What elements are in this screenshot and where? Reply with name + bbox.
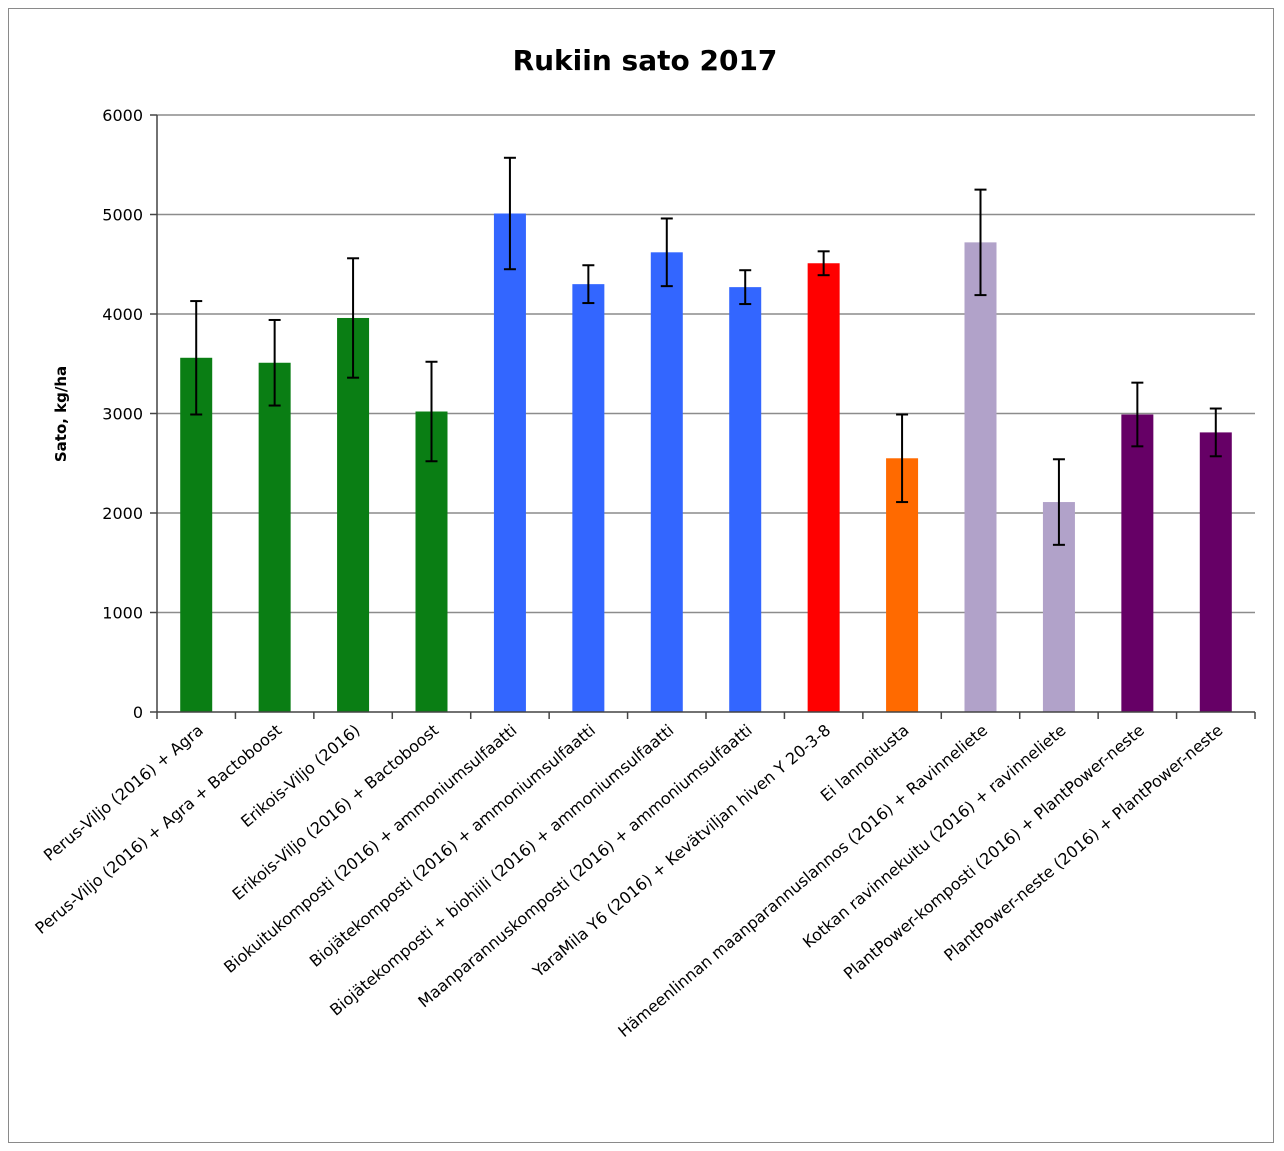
- bar: [337, 317, 370, 712]
- error-bar: [425, 360, 438, 463]
- bar: [964, 242, 997, 713]
- x-tick-label: Hämeenlinnan maanparannuslannos (2016) +…: [614, 721, 991, 1041]
- error-bar: [1209, 407, 1222, 458]
- bar: [572, 284, 605, 712]
- bar: [493, 213, 526, 712]
- y-tick-label: 4000: [102, 305, 143, 324]
- error-bar: [739, 269, 752, 306]
- y-tick-label: 6000: [102, 106, 143, 125]
- bar: [807, 263, 840, 712]
- error-bar: [1052, 458, 1065, 546]
- y-tick-labels: 0 1000 2000 3000 4000 5000 6000: [102, 106, 143, 722]
- error-bars: [190, 156, 1222, 546]
- error-bar: [817, 250, 830, 277]
- error-bar: [503, 156, 516, 271]
- x-tick-label: Biokuitukomposti (2016) + ammoniumsulfaa…: [220, 721, 520, 977]
- bar: [1121, 414, 1154, 712]
- y-tick-label: 1000: [102, 604, 143, 623]
- x-tick-label: YaraMila Y6 (2016) + Kevätviljan hiven Y…: [528, 721, 834, 982]
- x-tick-label: PlantPower-komposti (2016) + PlantPower-…: [840, 721, 1148, 984]
- bar: [180, 357, 213, 712]
- y-tick-label: 5000: [102, 206, 143, 225]
- bar: [729, 287, 762, 712]
- gridlines: [157, 114, 1255, 614]
- bar: [650, 252, 683, 712]
- error-bar: [582, 264, 595, 305]
- x-tick-label: PlantPower-neste (2016) + PlantPower-nes…: [940, 721, 1226, 965]
- y-tick-label: 3000: [102, 405, 143, 424]
- bar: [1199, 432, 1232, 712]
- error-bar: [347, 257, 360, 379]
- y-tick-label: 0: [133, 703, 143, 722]
- y-axis-label: Sato, kg/ha: [52, 366, 70, 462]
- chart-title: Rukiin sato 2017: [513, 44, 778, 77]
- error-bar: [896, 413, 909, 504]
- x-tick-label: Biojätekomposti (2016) + ammoniumsulfaat…: [306, 721, 599, 971]
- error-bar: [974, 188, 987, 297]
- error-bar: [190, 300, 203, 416]
- error-bar: [660, 217, 673, 288]
- y-tick-label: 2000: [102, 504, 143, 523]
- error-bar: [1131, 381, 1144, 448]
- bar: [258, 362, 291, 712]
- x-tick-label: Perus-Viljo (2016) + Agra: [40, 721, 207, 865]
- error-bar: [268, 318, 281, 407]
- bars: [180, 213, 1232, 713]
- axes: [150, 114, 1256, 719]
